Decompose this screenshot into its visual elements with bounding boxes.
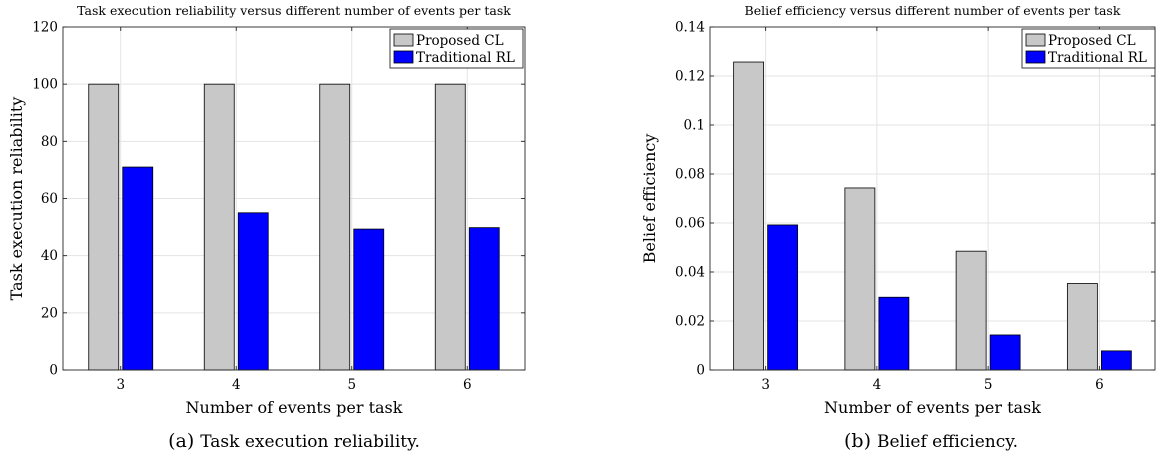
chart-a-title: Task execution reliability versus differ…	[77, 3, 511, 18]
chart-b-y-tick-label: 0.06	[675, 216, 705, 232]
chart-a-caption-text: Task execution reliability.	[200, 432, 420, 452]
chart-b-x-tick-label: 4	[873, 377, 882, 393]
chart-b-legend-swatch-proposed-cl	[1025, 33, 1046, 47]
chart-b-x-tick-label: 6	[1095, 377, 1104, 393]
chart-a-bar-traditional-rl	[468, 227, 500, 371]
chart-a-caption-letter: (a)	[168, 430, 194, 452]
chart-a-y-tick-label: 80	[41, 134, 58, 150]
chart-b-bar-proposed-cl	[955, 250, 987, 371]
chart-a-legend-label-traditional-rl: Traditional RL	[416, 50, 515, 66]
chart-a-y-tick-label: 0	[49, 363, 58, 379]
chart-a-x-tick-label: 6	[463, 377, 472, 393]
chart-b-y-tick-label: 0.04	[675, 265, 705, 281]
chart-a-y-tick-label: 100	[32, 77, 58, 93]
chart-b-bar-traditional-rl	[878, 296, 910, 371]
chart-a-caption: (a) Task execution reliability.	[168, 430, 420, 452]
chart-b-title: Belief efficiency versus different numbe…	[745, 3, 1121, 18]
chart-a-y-tick-label: 20	[41, 305, 58, 321]
chart-b-bar-proposed-cl	[844, 187, 876, 371]
chart-b-y-axis-label: Belief efficiency	[640, 134, 659, 264]
chart-a-y-tick-label: 60	[41, 191, 58, 207]
chart-a-bar-proposed-cl	[88, 83, 120, 371]
chart-a-x-tick-label: 3	[116, 377, 125, 393]
chart-b-caption-letter: (b)	[844, 430, 871, 452]
chart-a-bar-proposed-cl	[203, 83, 235, 371]
chart-b-x-tick-label: 3	[761, 377, 770, 393]
chart-b-caption: (b) Belief efficiency.	[844, 430, 1018, 452]
chart-a-legend-swatch-proposed-cl	[393, 33, 414, 47]
chart-a-bar-proposed-cl	[434, 83, 466, 371]
chart-a-x-axis-label: Number of events per task	[186, 398, 403, 417]
chart-b-legend-label-traditional-rl: Traditional RL	[1048, 50, 1147, 66]
chart-b-y-tick-label: 0.14	[675, 20, 705, 36]
chart-a-x-tick-label: 4	[232, 377, 241, 393]
chart-b-legend-swatch-traditional-rl	[1025, 50, 1046, 64]
chart-b-y-tick-label: 0	[696, 363, 705, 379]
chart-a-bar-proposed-cl	[319, 83, 351, 371]
chart-a-y-tick-label: 120	[32, 20, 58, 36]
chart-b-bar-traditional-rl	[989, 334, 1021, 371]
chart-b-y-tick-label: 0.08	[675, 167, 705, 183]
chart-b-bar-traditional-rl	[767, 224, 799, 371]
chart-b-axes-box	[709, 26, 1156, 371]
chart-a-y-axis-label: Task execution reliability	[7, 97, 26, 301]
chart-b-legend-label-proposed-cl: Proposed CL	[1048, 33, 1136, 49]
chart-a-y-tick-label: 40	[41, 248, 58, 264]
chart-b-bar-traditional-rl	[1100, 350, 1132, 371]
chart-a-bar-traditional-rl	[122, 166, 154, 371]
chart-b-x-axis-label: Number of events per task	[824, 398, 1041, 417]
chart-a-bar-traditional-rl	[237, 212, 269, 371]
chart-a-legend-label-proposed-cl: Proposed CL	[416, 33, 504, 49]
chart-a-x-tick-label: 5	[347, 377, 356, 393]
chart-b-bar-proposed-cl	[733, 61, 765, 371]
chart-b-y-tick-label: 0.02	[675, 314, 705, 330]
chart-b-x-tick-label: 5	[984, 377, 993, 393]
chart-a-bar-traditional-rl	[353, 228, 385, 371]
chart-b-bar-proposed-cl	[1066, 283, 1098, 371]
chart-b-caption-text: Belief efficiency.	[877, 432, 1018, 452]
chart-a-legend-swatch-traditional-rl	[393, 50, 414, 64]
chart-b-y-tick-label: 0.12	[675, 69, 705, 85]
chart-b-y-tick-label: 0.1	[684, 118, 705, 134]
